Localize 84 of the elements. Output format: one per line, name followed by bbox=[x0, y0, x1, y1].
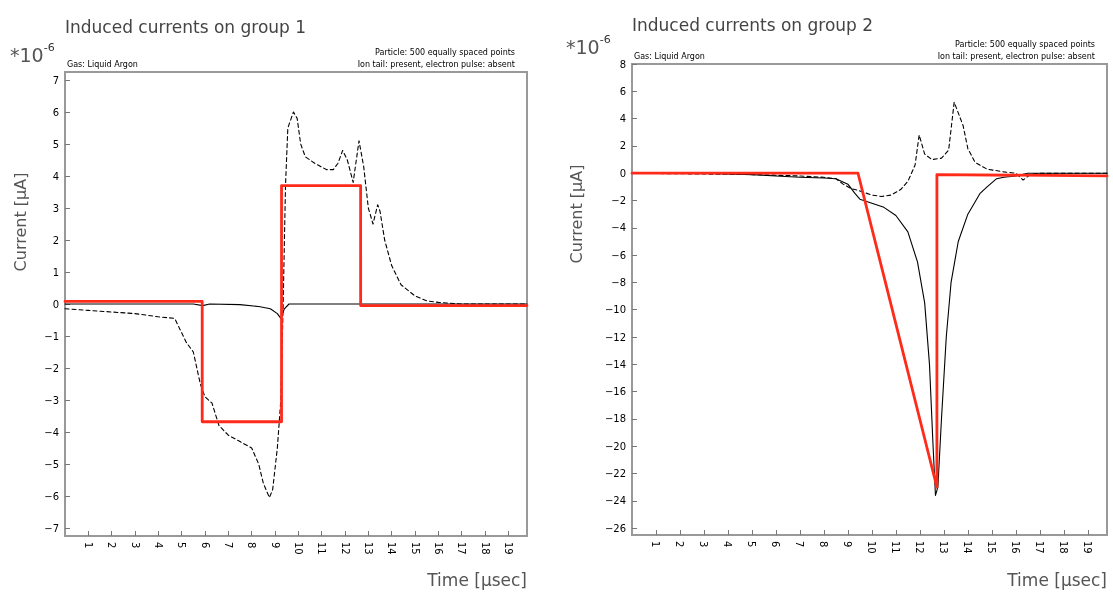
x-tick-label: 12 bbox=[339, 542, 351, 555]
text: Ion tail: present, electron pulse: absent bbox=[937, 51, 1096, 61]
x-tick-label: 8 bbox=[246, 542, 258, 549]
y-tick-label: 8 bbox=[619, 58, 626, 70]
y-tick-label: −5 bbox=[44, 458, 59, 470]
y-tick-label: −18 bbox=[604, 413, 626, 425]
y-tick-label: 6 bbox=[619, 85, 626, 97]
x-tick-label: 7 bbox=[794, 541, 806, 548]
x-tick-label: 6 bbox=[199, 542, 211, 549]
y-tick-label: −3 bbox=[44, 394, 59, 406]
x-tick-label: 5 bbox=[176, 542, 188, 549]
y-tick-label: −14 bbox=[604, 358, 626, 370]
x-tick-label: 4 bbox=[722, 541, 734, 548]
x-tick-label: 18 bbox=[479, 542, 491, 555]
y-tick-label: 0 bbox=[52, 298, 59, 310]
y-tick-label: 1 bbox=[52, 266, 59, 278]
x-tick-label: 9 bbox=[269, 542, 281, 549]
y-tick-label: −1 bbox=[44, 330, 59, 342]
x-tick-label: 18 bbox=[1058, 541, 1070, 554]
text: Particle: 500 equally spaced points bbox=[375, 47, 515, 57]
line-series bbox=[63, 184, 529, 424]
x-axis-title: Time [μsec] bbox=[426, 569, 528, 590]
x-tick-label: 13 bbox=[938, 541, 950, 554]
x-tick-label: 15 bbox=[409, 542, 421, 555]
x-tick-label: 10 bbox=[866, 541, 878, 554]
x-tick-label: 16 bbox=[1010, 541, 1022, 554]
y-tick-label: −7 bbox=[44, 522, 59, 534]
x-tick-label: 6 bbox=[770, 541, 782, 548]
y-tick-label: −6 bbox=[611, 249, 626, 261]
y-tick-label: −2 bbox=[44, 362, 59, 374]
chart-title: Induced currents on group 2 bbox=[632, 14, 874, 35]
x-tick-label: 16 bbox=[432, 542, 444, 555]
x-tick-label: 9 bbox=[842, 541, 854, 548]
x-tick-label: 19 bbox=[502, 542, 514, 555]
y-tick-label: −4 bbox=[44, 426, 59, 438]
x-tick-label: 2 bbox=[674, 541, 686, 548]
x-tick-label: 1 bbox=[82, 542, 94, 549]
y-tick-label: 2 bbox=[52, 234, 59, 246]
y-tick-label: −2 bbox=[611, 195, 626, 207]
y-tick-label: 4 bbox=[52, 170, 59, 182]
y-tick-label: −20 bbox=[604, 440, 626, 452]
x-tick-label: 4 bbox=[152, 542, 164, 549]
x-tick-label: 17 bbox=[456, 542, 468, 555]
y-tick-label: 0 bbox=[619, 167, 626, 179]
x-tick-label: 8 bbox=[818, 541, 830, 548]
x-tick-label: 19 bbox=[1082, 541, 1094, 554]
y-tick-label: −24 bbox=[604, 495, 626, 507]
text: Particle: 500 equally spaced points bbox=[955, 39, 1095, 49]
y-tick-label: −26 bbox=[604, 522, 626, 534]
x-tick-label: 1 bbox=[650, 541, 662, 548]
x-tick-label: 12 bbox=[914, 541, 926, 554]
x-tick-label: 10 bbox=[292, 542, 304, 555]
y-tick-label: −16 bbox=[604, 386, 626, 398]
y-tick-label: −6 bbox=[44, 490, 59, 502]
x-tick-label: 2 bbox=[106, 542, 118, 549]
y-tick-label: 2 bbox=[619, 140, 626, 152]
x-tick-label: 3 bbox=[129, 542, 141, 549]
y-axis-title: Current [μA] bbox=[10, 172, 30, 272]
x-tick-label: 17 bbox=[1034, 541, 1046, 554]
x-tick-label: 11 bbox=[316, 542, 328, 555]
y-tick-label: −4 bbox=[611, 222, 626, 234]
y-tick-label: −22 bbox=[604, 468, 626, 480]
text: Gas: Liquid Argon bbox=[67, 59, 138, 69]
y-tick-label: 5 bbox=[52, 138, 59, 150]
y-tick-label: 7 bbox=[52, 74, 59, 86]
y-tick-label: −8 bbox=[611, 276, 626, 288]
x-tick-label: 7 bbox=[222, 542, 234, 549]
y-tick-label: 4 bbox=[619, 113, 626, 125]
y-tick-label: 3 bbox=[52, 202, 59, 214]
y-tick-label: −12 bbox=[604, 331, 626, 343]
x-tick-label: 13 bbox=[362, 542, 374, 555]
y-tick-label: −10 bbox=[604, 304, 626, 316]
chart-title: Induced currents on group 1 bbox=[65, 16, 307, 37]
text: Gas: Liquid Argon bbox=[634, 51, 705, 61]
x-tick-label: 3 bbox=[698, 541, 710, 548]
text: Ion tail: present, electron pulse: absent bbox=[357, 59, 516, 69]
x-axis-title: Time [μsec] bbox=[1006, 569, 1108, 590]
x-tick-label: 5 bbox=[746, 541, 758, 548]
x-tick-label: 15 bbox=[986, 541, 998, 554]
x-tick-label: 14 bbox=[962, 541, 974, 554]
x-tick-label: 14 bbox=[386, 542, 398, 555]
y-tick-label: 6 bbox=[52, 106, 59, 118]
x-tick-label: 11 bbox=[890, 541, 902, 554]
y-axis-title: Current [μA] bbox=[566, 164, 586, 264]
